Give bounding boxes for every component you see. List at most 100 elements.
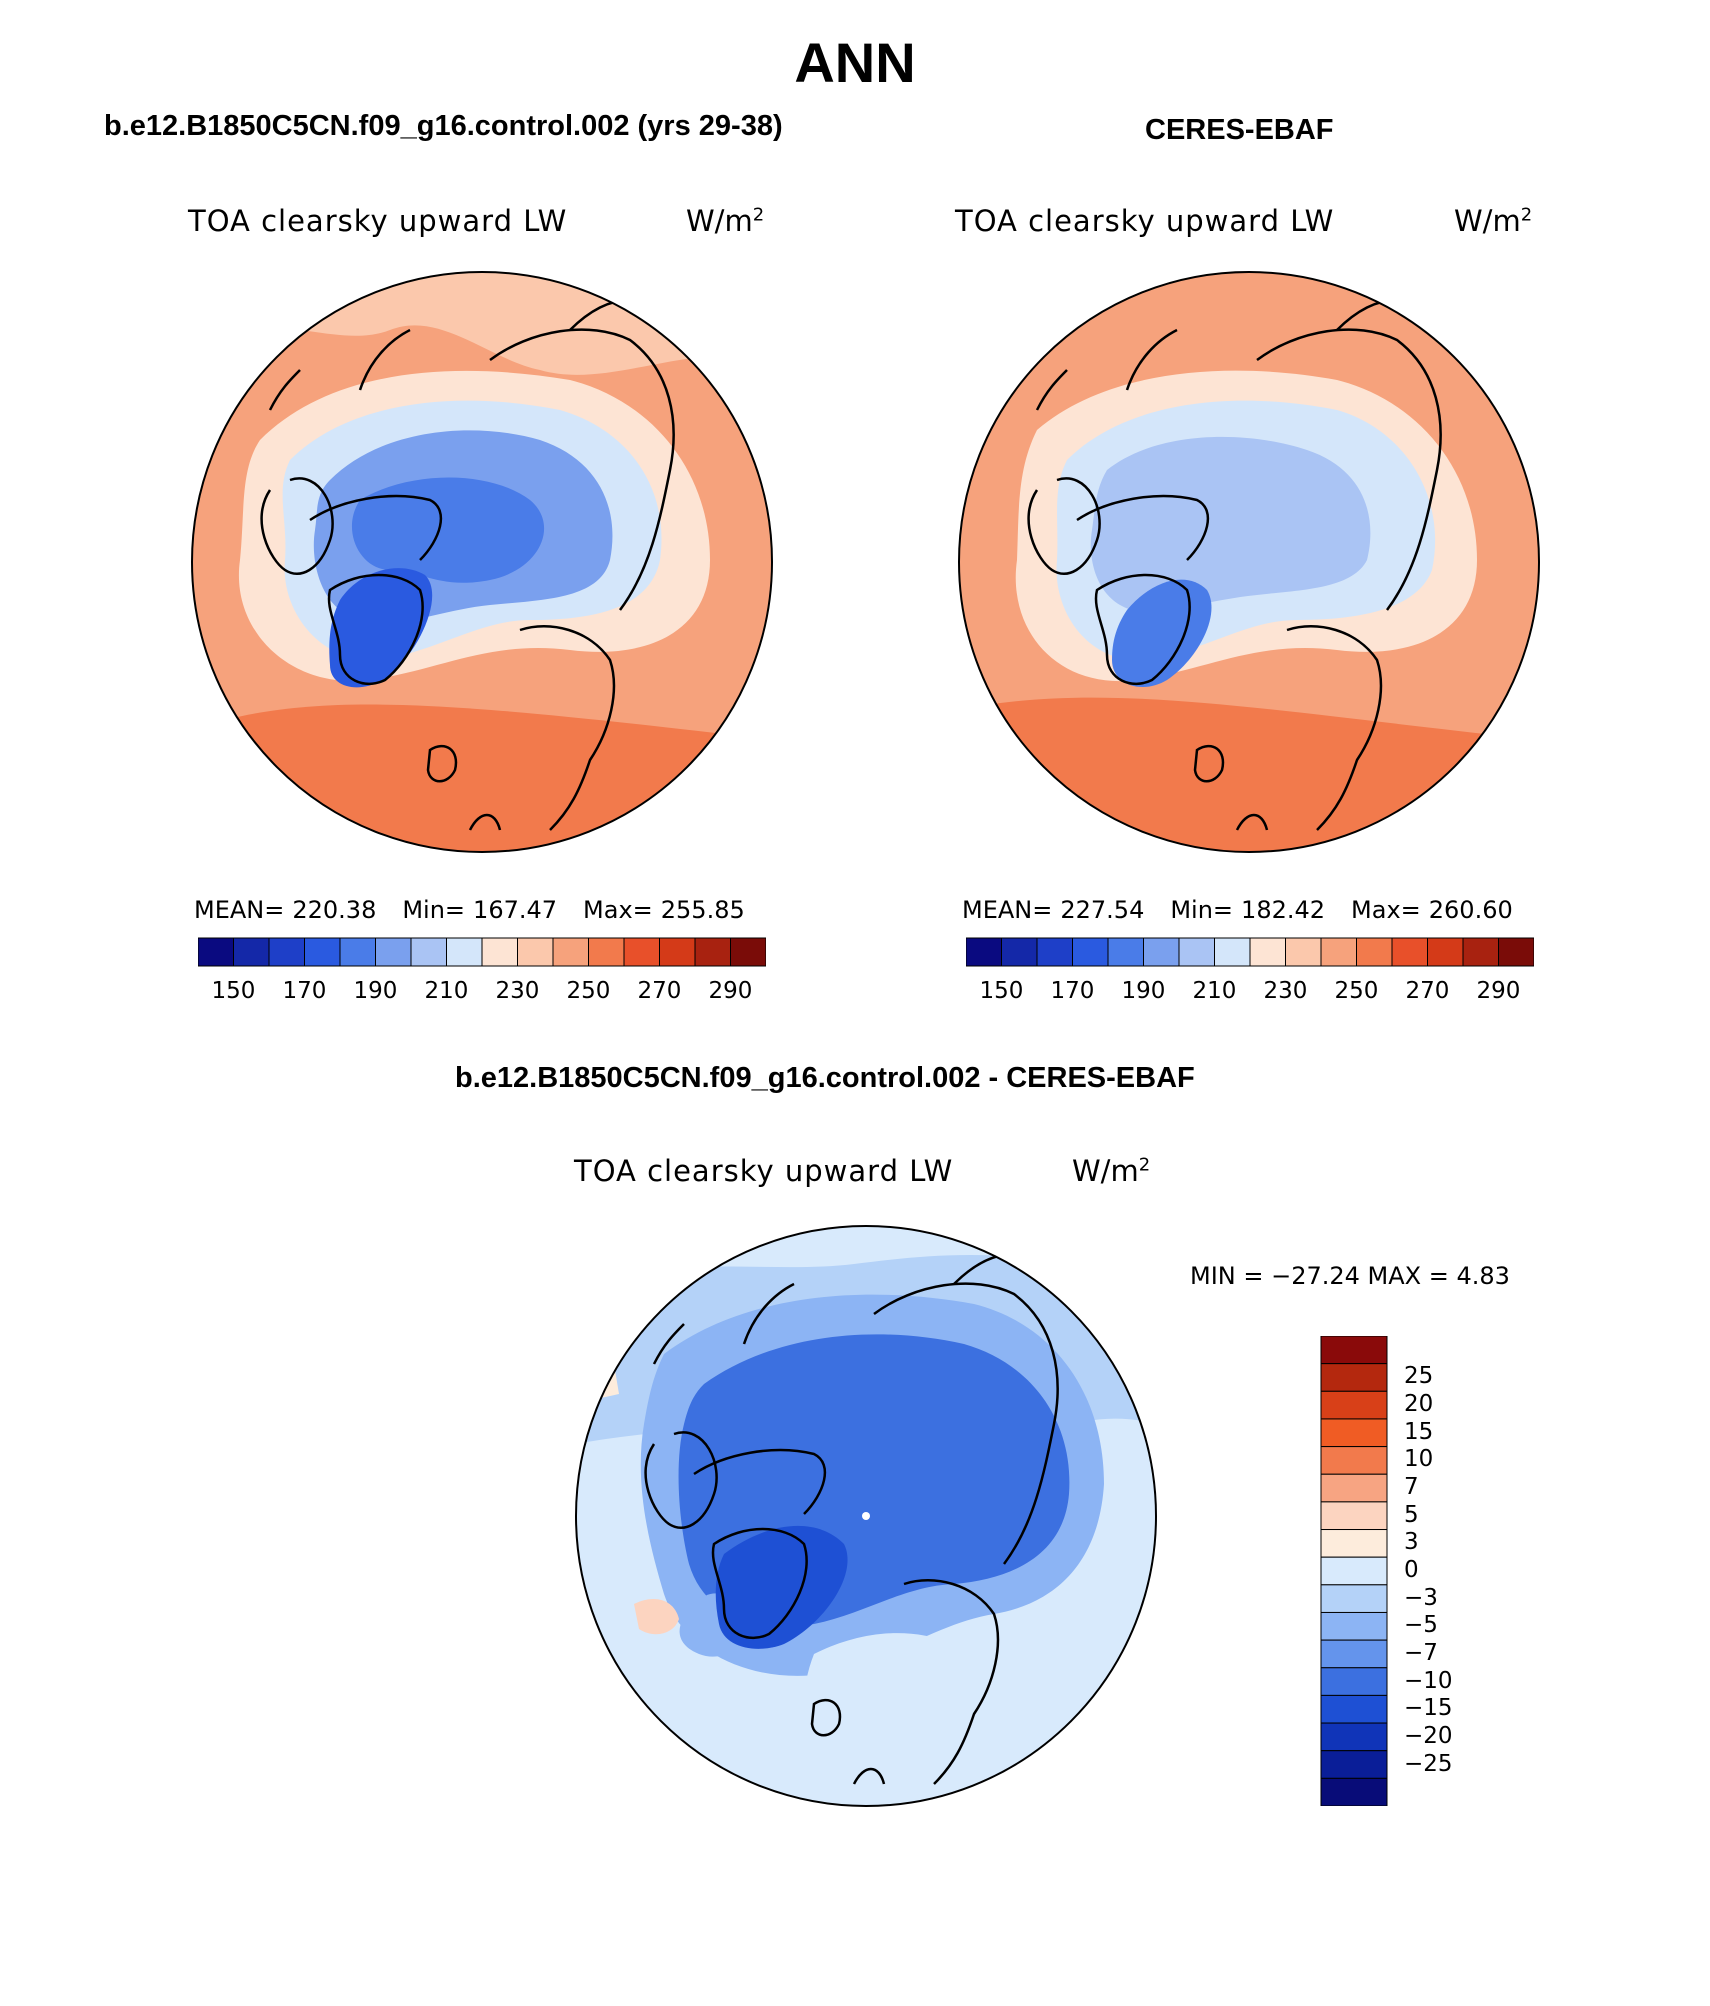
diff-colorbar-label: 7 bbox=[1404, 1474, 1419, 1501]
panel-1-variable: TOA clearsky upward LW bbox=[188, 204, 568, 238]
diff-colorbar-swatch bbox=[1320, 1418, 1388, 1448]
colorbar-swatch bbox=[1178, 937, 1215, 967]
panel-1-map bbox=[191, 271, 773, 853]
colorbar-swatch bbox=[694, 937, 731, 967]
panel-2-stats: MEAN= 227.54 Min= 182.42 Max= 260.60 bbox=[962, 896, 1513, 924]
diff-colorbar-swatch bbox=[1320, 1722, 1388, 1752]
diff-colorbar-swatch bbox=[1320, 1556, 1388, 1586]
colorbar-swatch bbox=[1249, 937, 1286, 967]
diff-colorbar-swatch bbox=[1320, 1446, 1388, 1475]
colorbar-swatch bbox=[446, 937, 483, 967]
diff-colorbar-swatch bbox=[1320, 1363, 1388, 1392]
diff-colorbar-label: 3 bbox=[1404, 1529, 1419, 1556]
diff-colorbar-label: 10 bbox=[1404, 1446, 1434, 1473]
colorbar-swatch bbox=[623, 937, 660, 967]
colorbar-tick-label: 150 bbox=[979, 978, 1024, 1004]
diff-pole-marker bbox=[862, 1512, 870, 1520]
diff-colorbar-swatch bbox=[1320, 1390, 1388, 1420]
colorbar-swatch bbox=[1143, 937, 1180, 967]
panel-2-field-cold bbox=[1090, 436, 1371, 612]
diff-colorbar-swatch bbox=[1320, 1473, 1388, 1503]
colorbar-swatch bbox=[659, 937, 696, 967]
colorbar-swatch bbox=[1001, 937, 1038, 967]
colorbar-tick-label: 170 bbox=[282, 978, 327, 1004]
colorbar-swatch bbox=[730, 937, 766, 967]
colorbar-tick-label: 190 bbox=[1121, 978, 1166, 1004]
diff-colorbar-label: 5 bbox=[1404, 1501, 1419, 1528]
colorbar-swatch bbox=[966, 937, 1002, 967]
panel-2-colorbar bbox=[966, 937, 1534, 967]
colorbar-swatch bbox=[1072, 937, 1109, 967]
panel-1-field-colder bbox=[351, 477, 545, 583]
diff-colorbar-swatch bbox=[1320, 1639, 1388, 1669]
colorbar-tick-label: 290 bbox=[708, 978, 753, 1004]
colorbar-tick-label: 230 bbox=[495, 978, 540, 1004]
colorbar-swatch bbox=[1285, 937, 1322, 967]
diff-panel-map bbox=[575, 1225, 1157, 1807]
diff-colorbar-swatch bbox=[1320, 1501, 1388, 1531]
colorbar-swatch bbox=[1036, 937, 1073, 967]
diff-colorbar-swatch bbox=[1320, 1584, 1388, 1613]
diff-colorbar-label: −7 bbox=[1404, 1639, 1438, 1666]
colorbar-swatch bbox=[1462, 937, 1499, 967]
diff-colorbar-swatch bbox=[1320, 1611, 1388, 1641]
colorbar-swatch bbox=[410, 937, 447, 967]
panel-2-variable: TOA clearsky upward LW bbox=[955, 204, 1335, 238]
diff-colorbar-swatch bbox=[1320, 1694, 1388, 1724]
colorbar-swatch bbox=[1498, 937, 1534, 967]
diff-colorbar-label: 0 bbox=[1404, 1557, 1419, 1583]
main-title: ANN bbox=[794, 31, 916, 94]
panel-1-title: b.e12.B1850C5CN.f09_g16.control.002 (yrs… bbox=[104, 110, 783, 142]
panel-1-units: W/m2 bbox=[686, 204, 765, 238]
diff-colorbar-label: 15 bbox=[1404, 1418, 1434, 1445]
panel-2-units: W/m2 bbox=[1454, 204, 1533, 238]
colorbar-swatch bbox=[198, 937, 234, 967]
diff-colorbar-label: −10 bbox=[1404, 1667, 1453, 1694]
diff-colorbar-label: 25 bbox=[1404, 1363, 1434, 1390]
diff-panel-minmax: MIN = −27.24 MAX = 4.83 bbox=[1190, 1262, 1510, 1290]
colorbar-swatch bbox=[339, 937, 376, 967]
diff-colorbar-label: −5 bbox=[1404, 1612, 1438, 1639]
diff-panel-title: b.e12.B1850C5CN.f09_g16.control.002 - CE… bbox=[455, 1062, 1195, 1094]
diff-colorbar-label: −25 bbox=[1404, 1750, 1453, 1777]
diff-panel-units: W/m2 bbox=[1072, 1154, 1151, 1188]
colorbar-swatch bbox=[1391, 937, 1428, 967]
colorbar-swatch bbox=[1107, 937, 1144, 967]
diff-panel-variable: TOA clearsky upward LW bbox=[574, 1154, 954, 1188]
diff-colorbar bbox=[1320, 1336, 1388, 1806]
diff-colorbar-label: −3 bbox=[1404, 1584, 1438, 1611]
colorbar-tick-label: 270 bbox=[637, 978, 682, 1004]
diff-colorbar-swatch bbox=[1320, 1750, 1388, 1779]
diff-field-positive-patch bbox=[634, 1599, 679, 1635]
diff-colorbar-label: −20 bbox=[1404, 1722, 1453, 1749]
panel-2-map bbox=[958, 271, 1540, 853]
diff-colorbar-label: 20 bbox=[1404, 1391, 1434, 1418]
diff-colorbar-swatch bbox=[1320, 1529, 1388, 1558]
panel-2-colorbar-ticks: 150 170 190 210 230 250 270 290 bbox=[966, 978, 1534, 1008]
colorbar-tick-label: 290 bbox=[1476, 978, 1521, 1004]
colorbar-tick-label: 170 bbox=[1050, 978, 1095, 1004]
colorbar-swatch bbox=[517, 937, 554, 967]
colorbar-tick-label: 270 bbox=[1405, 978, 1450, 1004]
colorbar-tick-label: 190 bbox=[353, 978, 398, 1004]
panel-1-stats: MEAN= 220.38 Min= 167.47 Max= 255.85 bbox=[194, 896, 745, 924]
panel-2-title: CERES-EBAF bbox=[1145, 114, 1334, 146]
diff-colorbar-swatch bbox=[1320, 1667, 1388, 1696]
diff-colorbar-swatch bbox=[1320, 1336, 1388, 1365]
panel-2-greenland-min bbox=[1112, 579, 1212, 688]
diff-colorbar-swatch bbox=[1320, 1777, 1388, 1806]
colorbar-tick-label: 210 bbox=[424, 978, 469, 1004]
colorbar-swatch bbox=[233, 937, 270, 967]
colorbar-tick-label: 250 bbox=[1334, 978, 1379, 1004]
diff-greenland-min bbox=[715, 1525, 848, 1649]
colorbar-swatch bbox=[1356, 937, 1393, 967]
colorbar-tick-label: 230 bbox=[1263, 978, 1308, 1004]
colorbar-swatch bbox=[481, 937, 518, 967]
colorbar-swatch bbox=[375, 937, 412, 967]
colorbar-swatch bbox=[588, 937, 625, 967]
diff-colorbar-labels: 25 20 15 10 7 5 3 0 −3 −5 −7 −10 −15 −20 −25 bbox=[1404, 1336, 1484, 1806]
colorbar-swatch bbox=[268, 937, 305, 967]
diff-field-atlantic bbox=[803, 1633, 985, 1792]
diff-panel-map-boundary bbox=[575, 1225, 1157, 1807]
panel-1-map-boundary bbox=[191, 271, 773, 853]
